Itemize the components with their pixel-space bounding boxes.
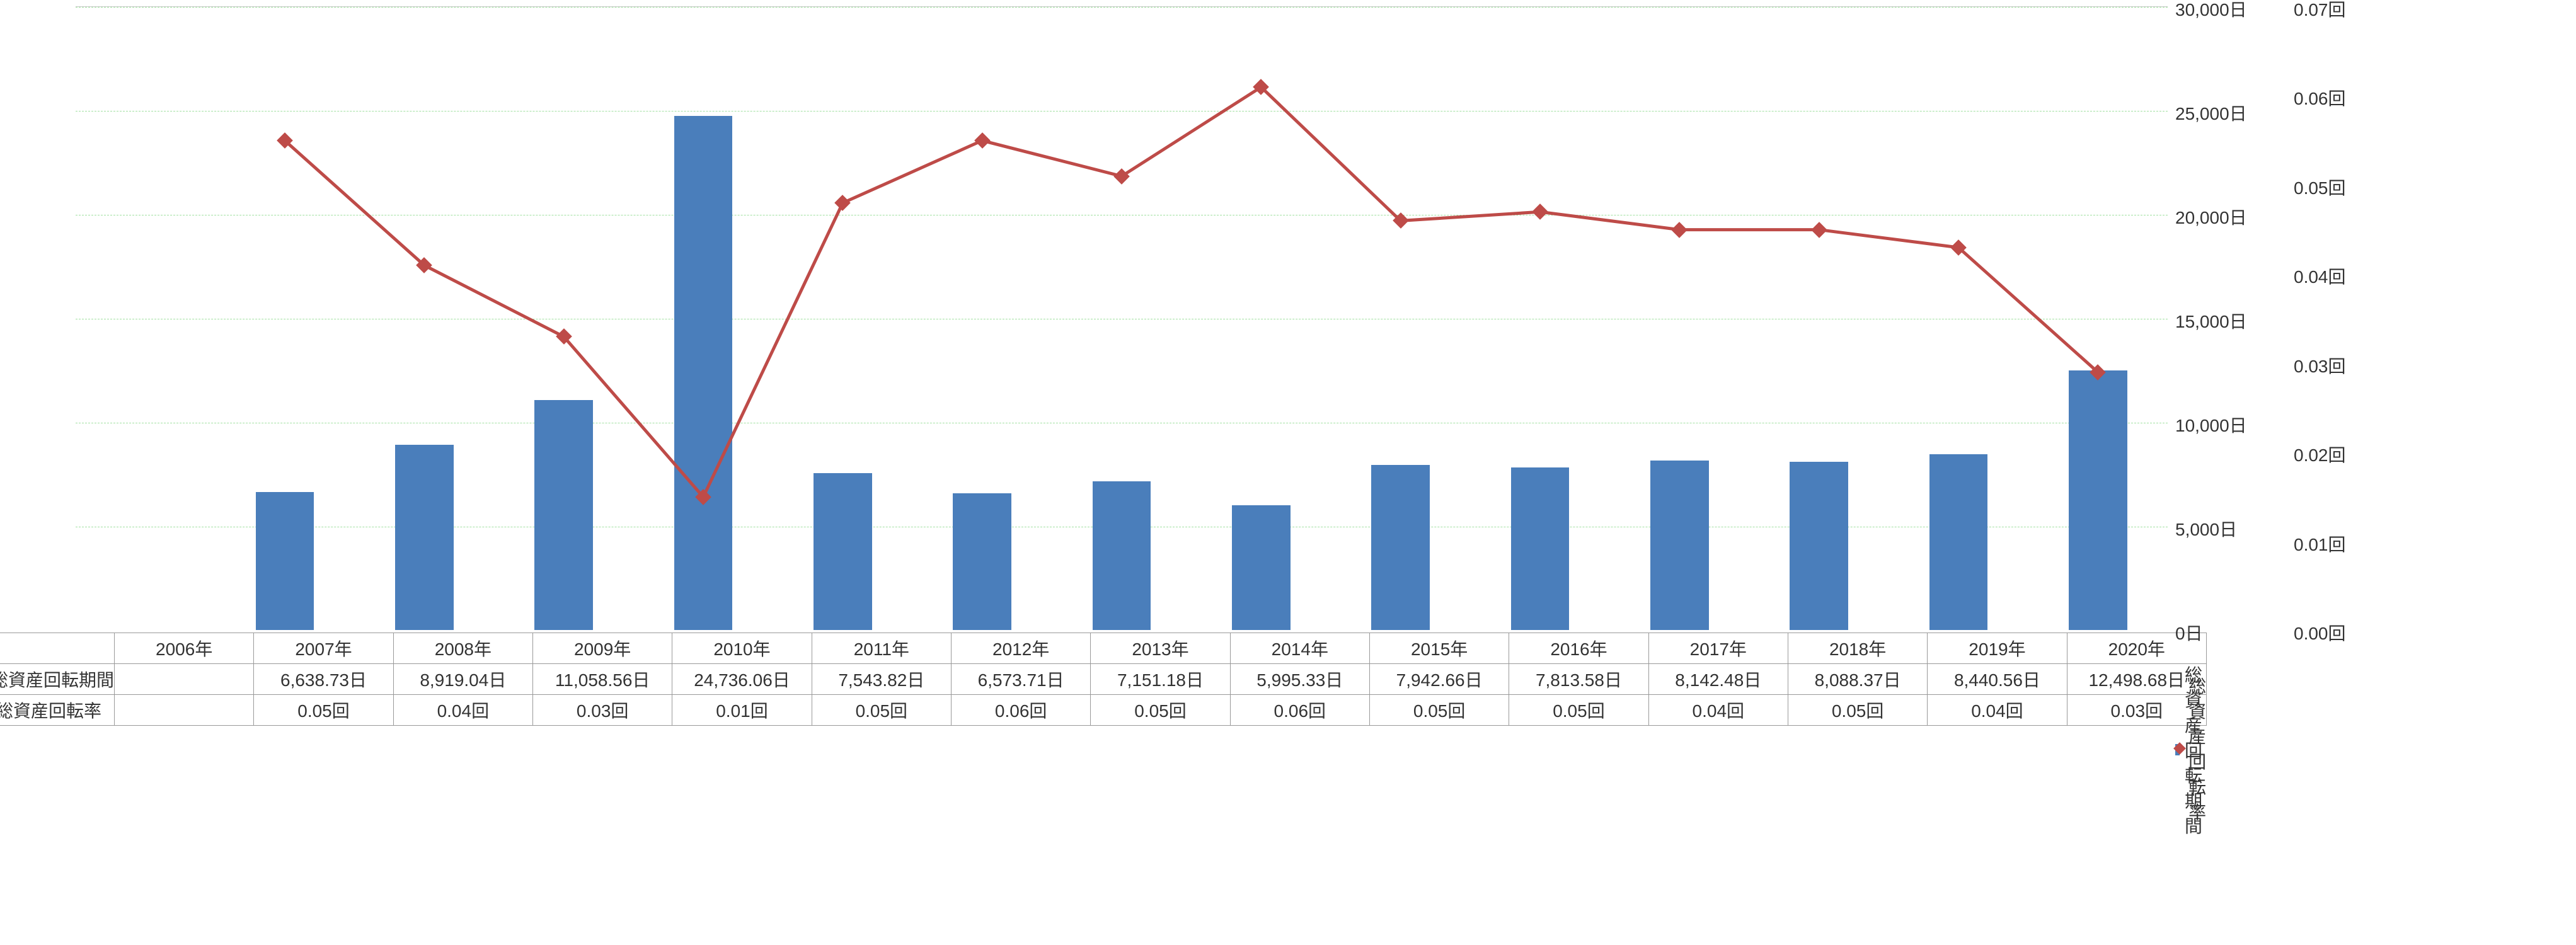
series-bar-name: 総資産回転期間 xyxy=(0,667,114,692)
table-cell-bar: 7,543.82日 xyxy=(812,664,951,695)
x-category: 2011年 xyxy=(812,633,951,664)
chart-container: 2006年2007年2008年2009年2010年2011年2012年2013年… xyxy=(0,0,2576,945)
y1-tick-label: 25,000日 xyxy=(2175,100,2247,125)
table-cell-bar: 6,573.71日 xyxy=(951,664,1090,695)
plot-area xyxy=(76,6,2168,630)
y1-tick-label: 20,000日 xyxy=(2175,204,2247,229)
y2-tick-label: 0.04回 xyxy=(2294,263,2346,289)
x-category: 2006年 xyxy=(115,633,254,664)
table-cell-bar: 6,638.73日 xyxy=(254,664,393,695)
table-cell-line: 0.01回 xyxy=(672,695,812,726)
table-cell-line: 0.06回 xyxy=(951,695,1090,726)
x-category: 2018年 xyxy=(1788,633,1927,664)
x-category: 2014年 xyxy=(1230,633,1369,664)
table-cell-line: 0.05回 xyxy=(254,695,393,726)
x-category: 2016年 xyxy=(1509,633,1648,664)
line-series xyxy=(76,7,2168,631)
x-category: 2012年 xyxy=(951,633,1090,664)
table-cell-bar: 11,058.56日 xyxy=(533,664,672,695)
x-category: 2013年 xyxy=(1091,633,1230,664)
table-cell-line: 0.04回 xyxy=(1648,695,1788,726)
x-category: 2017年 xyxy=(1648,633,1788,664)
y2-tick-label: 0.01回 xyxy=(2294,531,2346,556)
y1-tick-label: 0日 xyxy=(2175,620,2203,645)
y2-tick-label: 0.06回 xyxy=(2294,85,2346,110)
x-category: 2015年 xyxy=(1369,633,1509,664)
series-line-name: 総資産回転率 xyxy=(0,697,101,723)
table-cell-line: 0.05回 xyxy=(1788,695,1927,726)
y2-tick-label: 0.03回 xyxy=(2294,353,2346,378)
y1-tick-label: 15,000日 xyxy=(2175,308,2247,333)
x-category: 2019年 xyxy=(1928,633,2067,664)
table-cell-bar: 7,151.18日 xyxy=(1091,664,1230,695)
y2-tick-label: 0.05回 xyxy=(2294,175,2346,200)
table-cell-bar: 24,736.06日 xyxy=(672,664,812,695)
x-category: 2007年 xyxy=(254,633,393,664)
table-cell-line xyxy=(115,695,254,726)
table-cell-line: 0.06回 xyxy=(1230,695,1369,726)
legend-line: 総資産回転率 xyxy=(2175,673,2223,824)
table-cell-line: 0.04回 xyxy=(393,695,532,726)
table-cell-line: 0.03回 xyxy=(533,695,672,726)
x-category: 2008年 xyxy=(393,633,532,664)
x-category: 2010年 xyxy=(672,633,812,664)
table-cell-bar: 8,088.37日 xyxy=(1788,664,1927,695)
table-cell-bar: 8,142.48日 xyxy=(1648,664,1788,695)
table-row-head-line: 総資産回転率 xyxy=(0,695,115,726)
table-cell-line: 0.05回 xyxy=(812,695,951,726)
table-cell-line: 0.05回 xyxy=(1369,695,1509,726)
y2-tick-label: 0.07回 xyxy=(2294,0,2346,21)
legend-line-label: 総資産回転率 xyxy=(2188,673,2223,824)
y1-tick-label: 5,000日 xyxy=(2175,516,2237,541)
table-cell-bar: 7,942.66日 xyxy=(1369,664,1509,695)
y1-tick-label: 10,000日 xyxy=(2175,412,2247,437)
table-cell-bar: 7,813.58日 xyxy=(1509,664,1648,695)
table-row-head-bar: 総資産回転期間 xyxy=(0,664,115,695)
x-category: 2009年 xyxy=(533,633,672,664)
table-cell-bar: 8,440.56日 xyxy=(1928,664,2067,695)
y2-tick-label: 0.02回 xyxy=(2294,442,2346,467)
y1-tick-label: 30,000日 xyxy=(2175,0,2247,21)
table-cell-line: 0.05回 xyxy=(1091,695,1230,726)
table-cell-line: 0.05回 xyxy=(1509,695,1648,726)
table-cell-bar: 5,995.33日 xyxy=(1230,664,1369,695)
table-cell-line: 0.04回 xyxy=(1928,695,2067,726)
y2-tick-label: 0.00回 xyxy=(2294,620,2346,645)
table-cell-bar: 8,919.04日 xyxy=(393,664,532,695)
data-table: 2006年2007年2008年2009年2010年2011年2012年2013年… xyxy=(0,633,2207,726)
table-cell-bar xyxy=(115,664,254,695)
